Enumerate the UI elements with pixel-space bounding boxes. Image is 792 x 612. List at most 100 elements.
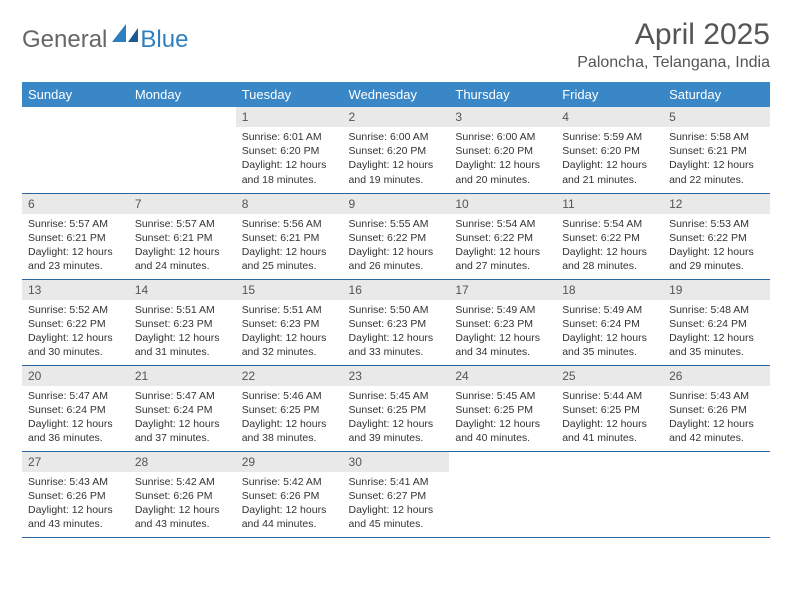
day-details: Sunrise: 5:45 AMSunset: 6:25 PMDaylight:… <box>449 386 556 451</box>
calendar-day-cell: 13Sunrise: 5:52 AMSunset: 6:22 PMDayligh… <box>22 279 129 365</box>
calendar-week-row: 13Sunrise: 5:52 AMSunset: 6:22 PMDayligh… <box>22 279 770 365</box>
day-details: Sunrise: 5:55 AMSunset: 6:22 PMDaylight:… <box>343 214 450 279</box>
day-details: Sunrise: 5:57 AMSunset: 6:21 PMDaylight:… <box>22 214 129 279</box>
day-number: 15 <box>236 280 343 300</box>
calendar-day-cell: 17Sunrise: 5:49 AMSunset: 6:23 PMDayligh… <box>449 279 556 365</box>
calendar-day-cell: 26Sunrise: 5:43 AMSunset: 6:26 PMDayligh… <box>663 365 770 451</box>
day-number: 7 <box>129 194 236 214</box>
day-details: Sunrise: 5:57 AMSunset: 6:21 PMDaylight:… <box>129 214 236 279</box>
day-details: Sunrise: 5:59 AMSunset: 6:20 PMDaylight:… <box>556 127 663 192</box>
calendar-table: Sunday Monday Tuesday Wednesday Thursday… <box>22 82 770 538</box>
calendar-week-row: ....1Sunrise: 6:01 AMSunset: 6:20 PMDayl… <box>22 107 770 193</box>
day-details: Sunrise: 5:46 AMSunset: 6:25 PMDaylight:… <box>236 386 343 451</box>
day-number: 16 <box>343 280 450 300</box>
calendar-day-cell: 1Sunrise: 6:01 AMSunset: 6:20 PMDaylight… <box>236 107 343 193</box>
day-details: Sunrise: 5:44 AMSunset: 6:25 PMDaylight:… <box>556 386 663 451</box>
day-number: 30 <box>343 452 450 472</box>
day-details: Sunrise: 5:48 AMSunset: 6:24 PMDaylight:… <box>663 300 770 365</box>
calendar-day-cell: 25Sunrise: 5:44 AMSunset: 6:25 PMDayligh… <box>556 365 663 451</box>
day-number: 13 <box>22 280 129 300</box>
day-number: 18 <box>556 280 663 300</box>
weekday-header: Tuesday <box>236 82 343 107</box>
day-details: Sunrise: 5:45 AMSunset: 6:25 PMDaylight:… <box>343 386 450 451</box>
day-number: 27 <box>22 452 129 472</box>
calendar-day-cell: 28Sunrise: 5:42 AMSunset: 6:26 PMDayligh… <box>129 451 236 537</box>
day-number: 26 <box>663 366 770 386</box>
calendar-day-cell: .. <box>22 107 129 193</box>
day-number: 24 <box>449 366 556 386</box>
header: General Blue April 2025 Paloncha, Telang… <box>22 18 770 72</box>
day-number: 29 <box>236 452 343 472</box>
day-number: 4 <box>556 107 663 127</box>
day-number: 28 <box>129 452 236 472</box>
calendar-day-cell: 14Sunrise: 5:51 AMSunset: 6:23 PMDayligh… <box>129 279 236 365</box>
day-number: 10 <box>449 194 556 214</box>
calendar-day-cell: .. <box>449 451 556 537</box>
weekday-header: Friday <box>556 82 663 107</box>
calendar-day-cell: 15Sunrise: 5:51 AMSunset: 6:23 PMDayligh… <box>236 279 343 365</box>
day-number: 17 <box>449 280 556 300</box>
day-details: Sunrise: 6:00 AMSunset: 6:20 PMDaylight:… <box>343 127 450 192</box>
calendar-day-cell: 16Sunrise: 5:50 AMSunset: 6:23 PMDayligh… <box>343 279 450 365</box>
calendar-day-cell: 9Sunrise: 5:55 AMSunset: 6:22 PMDaylight… <box>343 193 450 279</box>
day-details: Sunrise: 5:49 AMSunset: 6:24 PMDaylight:… <box>556 300 663 365</box>
calendar-day-cell: 30Sunrise: 5:41 AMSunset: 6:27 PMDayligh… <box>343 451 450 537</box>
day-number: 25 <box>556 366 663 386</box>
logo: General Blue <box>22 24 188 55</box>
day-number: 9 <box>343 194 450 214</box>
weekday-header-row: Sunday Monday Tuesday Wednesday Thursday… <box>22 82 770 107</box>
calendar-day-cell: 5Sunrise: 5:58 AMSunset: 6:21 PMDaylight… <box>663 107 770 193</box>
day-details: Sunrise: 6:01 AMSunset: 6:20 PMDaylight:… <box>236 127 343 192</box>
day-number: 3 <box>449 107 556 127</box>
logo-text-blue: Blue <box>140 26 188 54</box>
day-number: 19 <box>663 280 770 300</box>
day-details: Sunrise: 5:49 AMSunset: 6:23 PMDaylight:… <box>449 300 556 365</box>
calendar-day-cell: 27Sunrise: 5:43 AMSunset: 6:26 PMDayligh… <box>22 451 129 537</box>
day-details: Sunrise: 5:53 AMSunset: 6:22 PMDaylight:… <box>663 214 770 279</box>
day-number: 21 <box>129 366 236 386</box>
day-details: Sunrise: 5:42 AMSunset: 6:26 PMDaylight:… <box>236 472 343 537</box>
day-number: 1 <box>236 107 343 127</box>
weekday-header: Thursday <box>449 82 556 107</box>
day-details: Sunrise: 5:47 AMSunset: 6:24 PMDaylight:… <box>22 386 129 451</box>
day-details: Sunrise: 5:51 AMSunset: 6:23 PMDaylight:… <box>236 300 343 365</box>
calendar-day-cell: 4Sunrise: 5:59 AMSunset: 6:20 PMDaylight… <box>556 107 663 193</box>
calendar-day-cell: 20Sunrise: 5:47 AMSunset: 6:24 PMDayligh… <box>22 365 129 451</box>
day-details: Sunrise: 6:00 AMSunset: 6:20 PMDaylight:… <box>449 127 556 192</box>
calendar-day-cell: 6Sunrise: 5:57 AMSunset: 6:21 PMDaylight… <box>22 193 129 279</box>
day-number: 20 <box>22 366 129 386</box>
calendar-day-cell: 11Sunrise: 5:54 AMSunset: 6:22 PMDayligh… <box>556 193 663 279</box>
day-details: Sunrise: 5:51 AMSunset: 6:23 PMDaylight:… <box>129 300 236 365</box>
location: Paloncha, Telangana, India <box>577 54 770 72</box>
calendar-day-cell: 8Sunrise: 5:56 AMSunset: 6:21 PMDaylight… <box>236 193 343 279</box>
day-details: Sunrise: 5:42 AMSunset: 6:26 PMDaylight:… <box>129 472 236 537</box>
calendar-day-cell: .. <box>556 451 663 537</box>
day-details: Sunrise: 5:41 AMSunset: 6:27 PMDaylight:… <box>343 472 450 537</box>
calendar-day-cell: 18Sunrise: 5:49 AMSunset: 6:24 PMDayligh… <box>556 279 663 365</box>
title-block: April 2025 Paloncha, Telangana, India <box>577 18 770 72</box>
calendar-day-cell: 22Sunrise: 5:46 AMSunset: 6:25 PMDayligh… <box>236 365 343 451</box>
calendar-day-cell: 29Sunrise: 5:42 AMSunset: 6:26 PMDayligh… <box>236 451 343 537</box>
day-details: Sunrise: 5:58 AMSunset: 6:21 PMDaylight:… <box>663 127 770 192</box>
logo-sail-icon <box>112 24 138 47</box>
calendar-day-cell: 21Sunrise: 5:47 AMSunset: 6:24 PMDayligh… <box>129 365 236 451</box>
month-title: April 2025 <box>577 18 770 52</box>
weekday-header: Wednesday <box>343 82 450 107</box>
calendar-week-row: 20Sunrise: 5:47 AMSunset: 6:24 PMDayligh… <box>22 365 770 451</box>
calendar-body: .... 1Sunrise: 6:01 AMSunset: 6:20 PMDayl… <box>22 107 770 537</box>
day-details: Sunrise: 5:54 AMSunset: 6:22 PMDaylight:… <box>556 214 663 279</box>
day-number: 5 <box>663 107 770 127</box>
calendar-week-row: 6Sunrise: 5:57 AMSunset: 6:21 PMDaylight… <box>22 193 770 279</box>
calendar-day-cell: .. <box>663 451 770 537</box>
day-details: Sunrise: 5:43 AMSunset: 6:26 PMDaylight:… <box>22 472 129 537</box>
weekday-header: Saturday <box>663 82 770 107</box>
day-details: Sunrise: 5:50 AMSunset: 6:23 PMDaylight:… <box>343 300 450 365</box>
weekday-header: Sunday <box>22 82 129 107</box>
calendar-day-cell: 12Sunrise: 5:53 AMSunset: 6:22 PMDayligh… <box>663 193 770 279</box>
day-number: 2 <box>343 107 450 127</box>
weekday-header: Monday <box>129 82 236 107</box>
calendar-day-cell: 19Sunrise: 5:48 AMSunset: 6:24 PMDayligh… <box>663 279 770 365</box>
day-details: Sunrise: 5:54 AMSunset: 6:22 PMDaylight:… <box>449 214 556 279</box>
day-number: 8 <box>236 194 343 214</box>
calendar-day-cell: 7Sunrise: 5:57 AMSunset: 6:21 PMDaylight… <box>129 193 236 279</box>
